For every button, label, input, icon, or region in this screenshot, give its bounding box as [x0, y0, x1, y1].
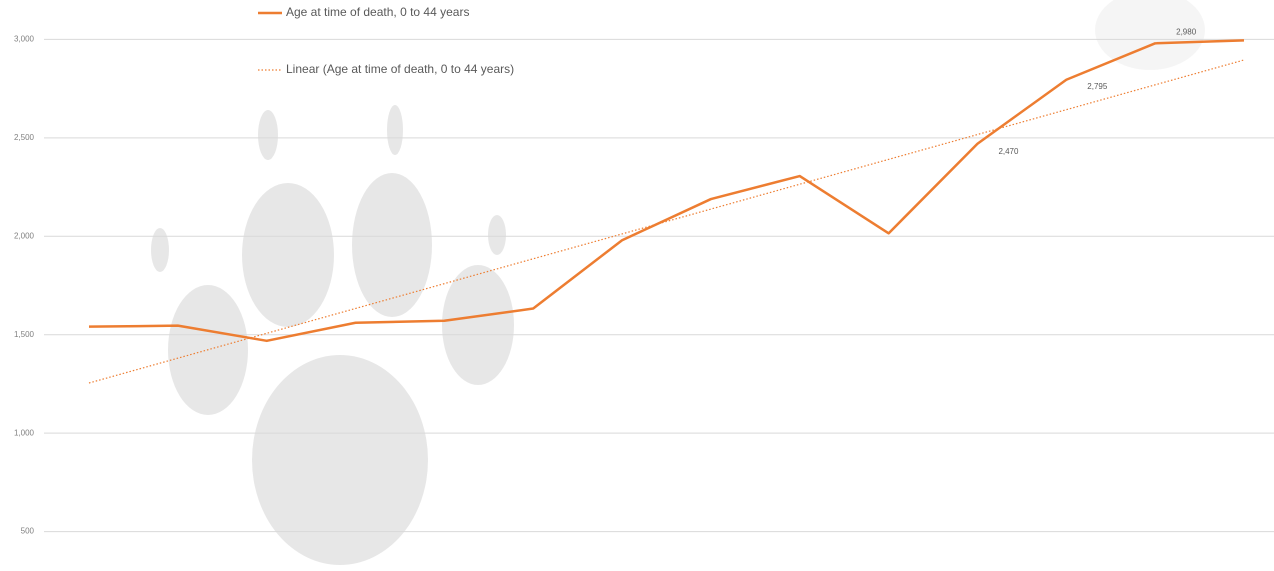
y-tick-label: 3,000: [14, 34, 35, 43]
data-label: 2,470: [998, 147, 1019, 156]
background-sketch: [151, 0, 1205, 565]
y-tick-label: 1,000: [14, 428, 35, 437]
data-label: 2,980: [1176, 27, 1197, 36]
y-tick-label: 1,500: [14, 330, 35, 339]
legend-label: Age at time of death, 0 to 44 years: [286, 5, 469, 19]
data-label: 2,795: [1087, 82, 1108, 91]
trendline: [88, 59, 1245, 384]
data-line: [88, 39, 1245, 343]
legend-label: Linear (Age at time of death, 0 to 44 ye…: [286, 62, 514, 76]
y-tick-label: 2,000: [14, 231, 35, 240]
y-tick-label: 2,500: [14, 133, 35, 142]
y-tick-label: 500: [21, 527, 35, 536]
